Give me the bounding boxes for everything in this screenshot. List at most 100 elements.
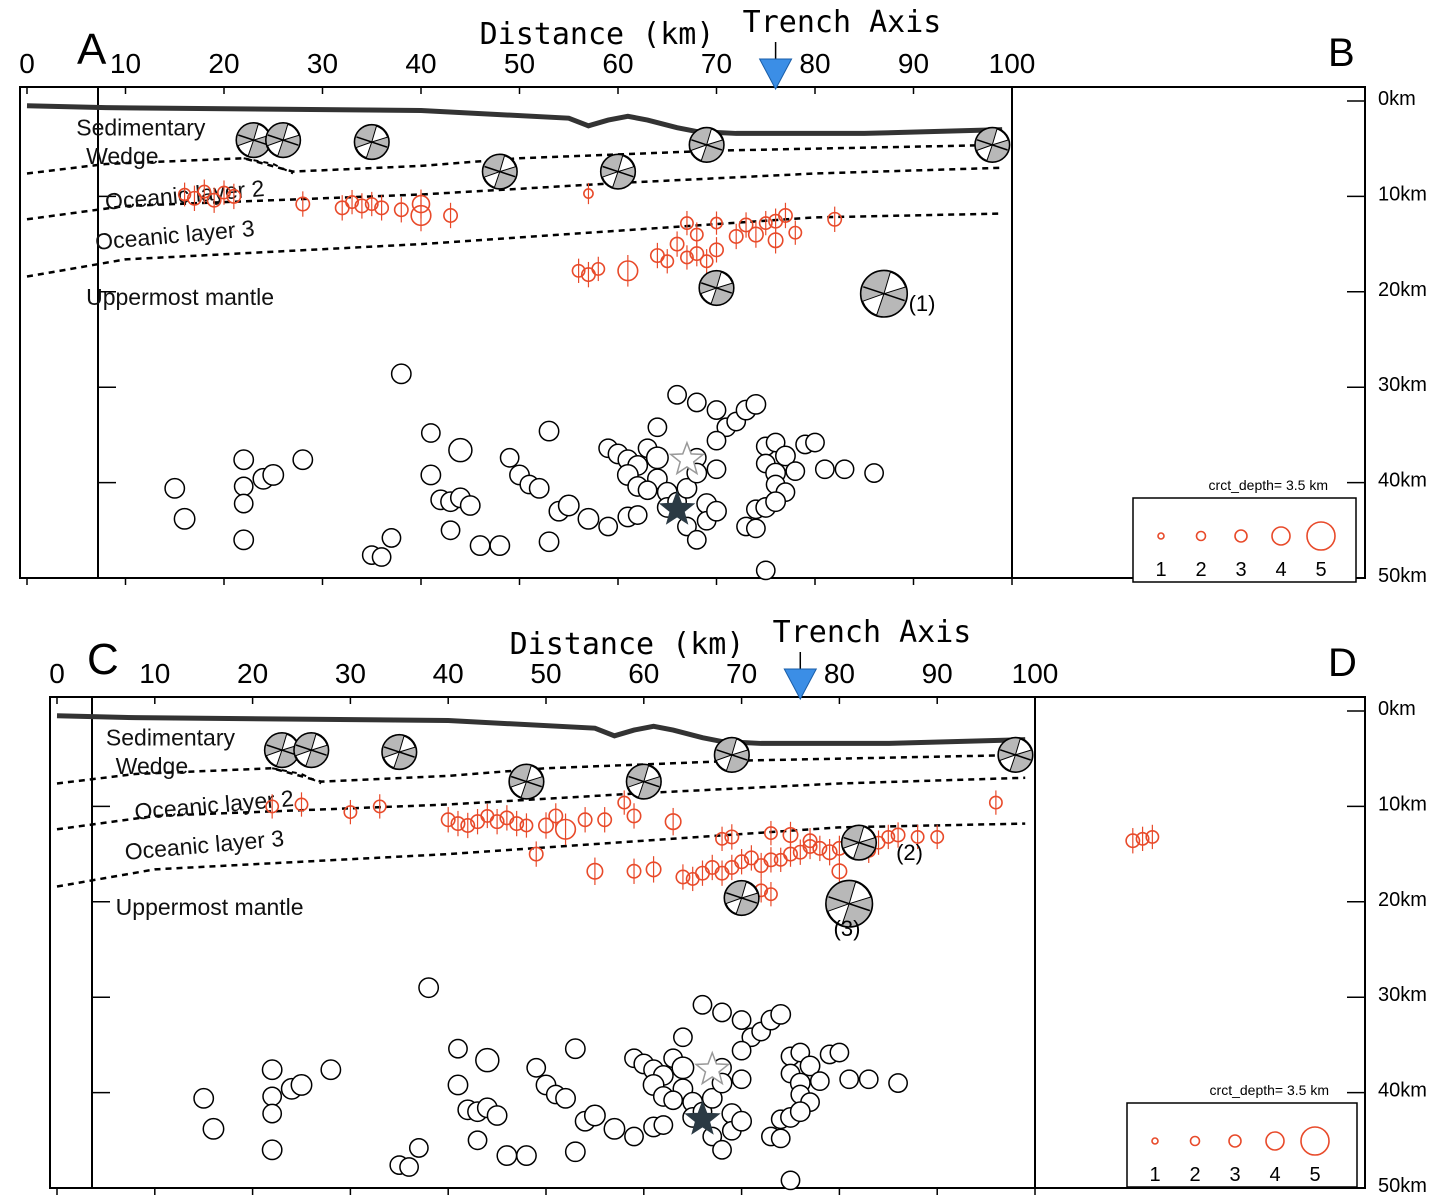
legend-title: crct_depth= 3.5 km	[1210, 1082, 1329, 1098]
ocean_bottom-event	[583, 1104, 606, 1127]
legend-magnitude-circle	[1151, 1137, 1159, 1145]
ocean_bottom-event	[663, 1090, 684, 1111]
focal-mechanism-icon	[293, 732, 330, 769]
seafloor-line	[56, 713, 1026, 746]
ocean_bottom-event	[834, 459, 855, 480]
focal-mechanism-icon	[825, 879, 874, 928]
layer-boundary-2	[26, 166, 1003, 221]
layer-boundary-2	[56, 776, 1026, 831]
ocean_bottom-event	[486, 1105, 508, 1126]
x-axis-title: Distance (km)	[510, 627, 745, 662]
legend-box	[1126, 1102, 1358, 1188]
ocean_bottom-event	[780, 1170, 801, 1191]
ocean_bottom-event	[262, 1086, 283, 1107]
legend-magnitude-circle	[1195, 530, 1207, 542]
y-tick-label: 30km	[1378, 374, 1427, 396]
x-tick-label: 10	[139, 658, 170, 689]
ocean_bottom-event	[173, 507, 196, 530]
ocean_bottom-event	[233, 529, 255, 551]
ocean_bottom-event	[459, 495, 481, 516]
ocean_bottom-event	[526, 1057, 547, 1078]
x-tick-label: 100	[989, 48, 1036, 79]
ocean_bottom-event	[712, 1002, 732, 1023]
y-tick-label: 50km	[1378, 1175, 1427, 1197]
y-tick-label: 20km	[1378, 279, 1427, 301]
ocean_bottom-event	[475, 1047, 500, 1073]
ocean_bottom-event	[755, 560, 776, 581]
ocean_bottom-event	[706, 459, 727, 480]
x-tick-label: 60	[602, 48, 633, 79]
layer-label: Wedge	[86, 143, 158, 169]
plot-frame	[49, 696, 1366, 1189]
legend-label: 5	[1309, 1164, 1320, 1186]
mechanism-label: (1)	[909, 291, 936, 316]
ocean_bottom-event	[202, 1117, 225, 1140]
ocean_bottom-event	[731, 1010, 752, 1031]
layer-boundary-1	[26, 143, 1003, 175]
ocean_bottom-event	[496, 1145, 518, 1166]
ocean_bottom-event	[645, 446, 669, 470]
ocean_bottom-event	[320, 1059, 342, 1081]
ocean_bottom-event	[814, 459, 835, 480]
focal-mechanism-icon	[353, 123, 390, 161]
legend-magnitude-circle	[1265, 1131, 1285, 1151]
ocean_bottom-event	[555, 1087, 576, 1109]
ocean_bottom-event	[516, 1145, 537, 1166]
ocean_bottom-event	[499, 447, 520, 468]
legend-magnitude-circle	[1234, 529, 1248, 543]
legend-label: 1	[1149, 1164, 1160, 1186]
ocean_bottom-event	[731, 1069, 752, 1090]
ocean_bottom-event	[292, 449, 314, 471]
y-tick-label: 40km	[1378, 1080, 1427, 1102]
x-tick-label: 100	[1012, 658, 1059, 689]
ocean_bottom-event	[440, 520, 461, 541]
legend-label: 4	[1275, 559, 1286, 581]
ocean_bottom-event	[809, 1071, 830, 1092]
legend-label: 4	[1269, 1164, 1280, 1186]
ocean_bottom-event	[765, 491, 787, 513]
focal-mechanism-icon	[508, 763, 545, 800]
focal-mechanism-icon	[997, 736, 1034, 773]
profile-start-label: A	[77, 25, 107, 74]
wedge-toe-line	[243, 157, 294, 175]
ocean_bottom-event	[745, 518, 766, 539]
focal-mechanism-icon	[599, 153, 637, 190]
legend-label: 1	[1155, 559, 1166, 581]
ocean_bottom-event	[469, 535, 491, 556]
mainshock_hypocenter-star-icon	[668, 440, 706, 476]
ocean_bottom-event	[598, 516, 619, 537]
trench-triangle-icon	[783, 668, 818, 701]
legend-magnitude-circle	[1157, 532, 1165, 540]
layer-label: Oceanic layer 3	[124, 825, 285, 865]
ocean_bottom-event	[637, 480, 658, 501]
x-tick-label: 90	[898, 48, 929, 79]
layer-label: Sedimentary	[76, 114, 206, 140]
legend-label: 3	[1229, 1164, 1240, 1186]
y-tick-label: 0km	[1378, 698, 1416, 720]
legend-magnitude-circle	[1271, 526, 1291, 546]
focal-mechanism-icon	[625, 763, 662, 800]
ocean_bottom-event	[706, 400, 727, 421]
mainshock-star-icon	[684, 1100, 721, 1135]
x-tick-label: 90	[922, 658, 953, 689]
ocean_bottom-event	[467, 1130, 488, 1151]
ocean_bottom-event	[673, 1027, 693, 1048]
legend-magnitude-circle	[1306, 521, 1336, 551]
trench-triangle-icon	[758, 58, 793, 91]
ocean_bottom-event	[418, 977, 440, 999]
ocean_bottom-event	[864, 463, 885, 483]
profile-start-label: C	[87, 635, 119, 684]
focal-mechanism-icon	[265, 122, 302, 159]
profile-end-label: D	[1328, 641, 1357, 685]
ocean_bottom-event	[677, 516, 697, 537]
ocean_bottom-event	[653, 1115, 674, 1135]
ocean_bottom-event	[164, 477, 186, 499]
focal-mechanism-icon	[688, 126, 725, 163]
ocean_bottom-event	[448, 437, 473, 463]
ocean_bottom-event	[577, 507, 600, 530]
ocean_bottom-event	[712, 1139, 732, 1160]
x-tick-label: 20	[208, 48, 239, 79]
ocean_bottom-event	[770, 1128, 791, 1149]
ocean_bottom-event	[233, 493, 254, 514]
ocean_bottom-event	[262, 1103, 283, 1124]
